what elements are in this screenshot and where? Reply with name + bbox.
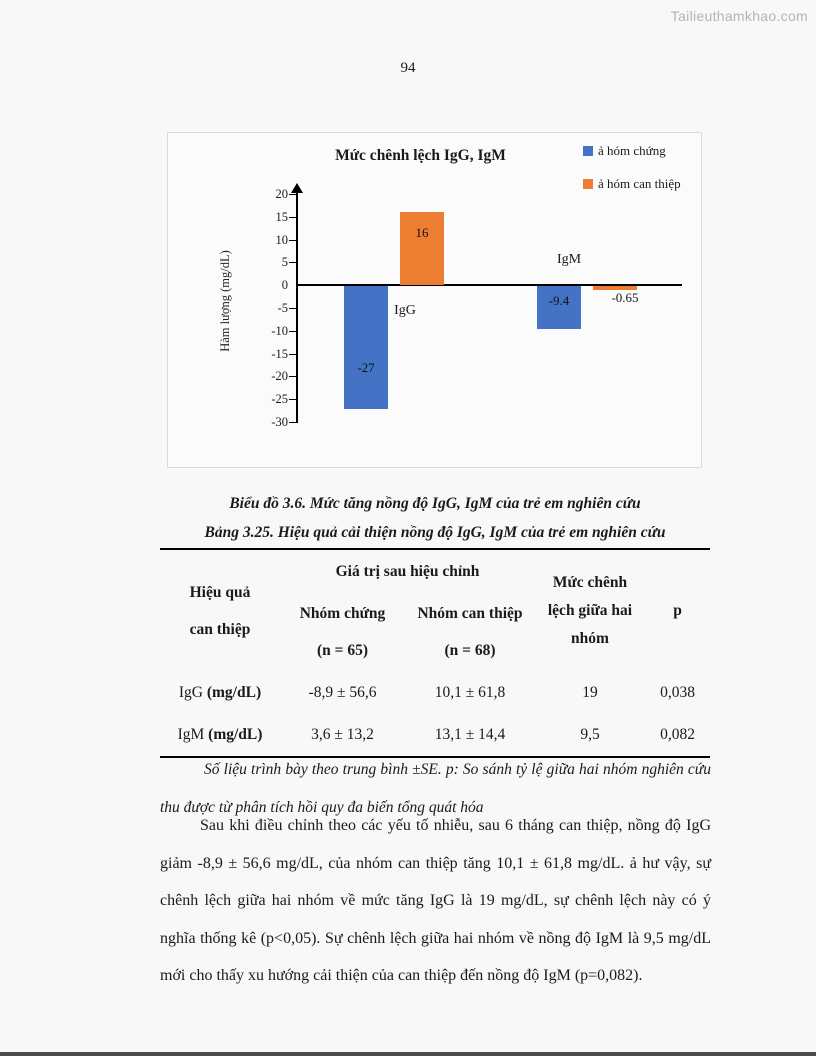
x-axis-zero-line (296, 284, 682, 286)
legend-swatch-orange (583, 179, 593, 189)
y-tick-5: 5 (281, 255, 288, 269)
cell-igm-intervention: 13,1 ± 14,4 (434, 726, 506, 743)
legend-label-intervention: ả hóm can thiệp (598, 176, 681, 191)
cell-igg-control: -8,9 ± 56,6 (308, 683, 377, 701)
category-label-igg: IgG (394, 303, 416, 318)
y-axis-arrow (291, 183, 303, 193)
legend-swatch-blue (583, 146, 593, 156)
bar-value-igm-control: -9.4 (548, 293, 570, 308)
tick-mark (289, 376, 296, 377)
cell-igm-p: 0,082 (660, 726, 695, 743)
bar-value-igm-intervention: -0.65 (611, 290, 639, 305)
tick-mark (289, 354, 296, 355)
cell-igm-difference: 9,5 (580, 726, 600, 743)
tick-mark (289, 308, 296, 309)
row-label-unit: (mg/dL) (208, 726, 263, 743)
header-adjusted-values: Giá trị sau hiệu chỉnh (335, 562, 480, 580)
chart-legend: ả hóm chứng ả hóm can thiệp (583, 141, 681, 207)
chart-title: Mức chênh lệch IgG, IgM (335, 147, 506, 164)
tick-mark (289, 331, 296, 332)
y-tick-10: 10 (275, 233, 289, 247)
tick-mark (289, 194, 296, 195)
tick-mark (289, 399, 296, 400)
bar-value-igg-intervention: 16 (415, 225, 429, 240)
bar-igm-control: -9.4 (537, 286, 581, 329)
page-number: 94 (400, 60, 416, 76)
header-intervention-group: Nhóm can thiệp (n = 68) (417, 605, 523, 659)
tick-mark (289, 262, 296, 263)
y-tick-n25: -25 (271, 392, 288, 406)
tick-mark (289, 422, 296, 423)
header-effect: Hiệu quả can thiệp (189, 583, 251, 638)
y-tick-20: 20 (275, 187, 289, 201)
row-label-text: IgM (177, 726, 209, 743)
y-tick-n30: -30 (271, 415, 288, 429)
row-label-igg: IgG (mg/dL) (160, 671, 280, 714)
row-label-unit: (mg/dL) (206, 683, 262, 701)
category-label-igm: IgM (556, 252, 582, 267)
bar-value-igg-control: -27 (357, 360, 375, 375)
watermark: Tailieuthamkhao.com (670, 8, 808, 24)
tick-mark (289, 240, 296, 241)
cell-igm-control: 3,6 ± 13,2 (311, 726, 374, 743)
y-axis-line (296, 193, 298, 423)
y-tick-n10: -10 (271, 324, 288, 338)
cell-igg-intervention: 10,1 ± 61,8 (434, 683, 506, 701)
table-row-igg: IgG (mg/dL) -8,9 ± 56,6 10,1 ± 61,8 19 0… (160, 671, 710, 714)
bar-igg-intervention: 16 (400, 212, 444, 285)
legend-item-control: ả hóm chứng (583, 141, 681, 161)
chart-caption: Biểu đồ 3.6. Mức tăng nồng độ IgG, IgM c… (229, 495, 641, 512)
y-tick-n15: -15 (271, 347, 288, 361)
table-footnote: Số liệu trình bày theo trung bình ±SE. p… (160, 761, 711, 816)
bar-chart: Mức chênh lệch IgG, IgM ả hóm chứng ả hó… (167, 132, 702, 468)
table-caption: Bảng 3.25. Hiệu quả cải thiện nồng độ Ig… (204, 524, 666, 541)
legend-item-intervention: ả hóm can thiệp (583, 174, 681, 194)
y-tick-0: 0 (281, 278, 288, 292)
bar-igg-control: -27 (344, 286, 388, 409)
results-table: Hiệu quả can thiệp Giá trị sau hiệu chỉn… (160, 548, 710, 758)
page-bottom-edge (0, 1052, 816, 1056)
row-label-igm: IgM (mg/dL) (160, 714, 280, 757)
header-difference: Mức chênh lệch giữa hai nhóm (547, 573, 633, 647)
header-p: p (673, 601, 682, 619)
y-tick-n5: -5 (277, 301, 288, 315)
y-tick-n20: -20 (271, 369, 288, 383)
cell-igg-p: 0,038 (660, 683, 695, 701)
bar-igm-intervention (593, 286, 637, 290)
legend-label-control: ả hóm chứng (598, 143, 666, 158)
cell-igg-difference: 19 (582, 683, 598, 701)
y-tick-15: 15 (275, 210, 289, 224)
tick-mark (289, 217, 296, 218)
body-paragraph: Sau khi điều chỉnh theo các yếu tố nhiễu… (160, 817, 711, 984)
row-label-text: IgG (178, 683, 207, 701)
header-control-group: Nhóm chứng (n = 65) (299, 605, 386, 659)
table-row-igm: IgM (mg/dL) 3,6 ± 13,2 13,1 ± 14,4 9,5 0… (160, 714, 710, 757)
